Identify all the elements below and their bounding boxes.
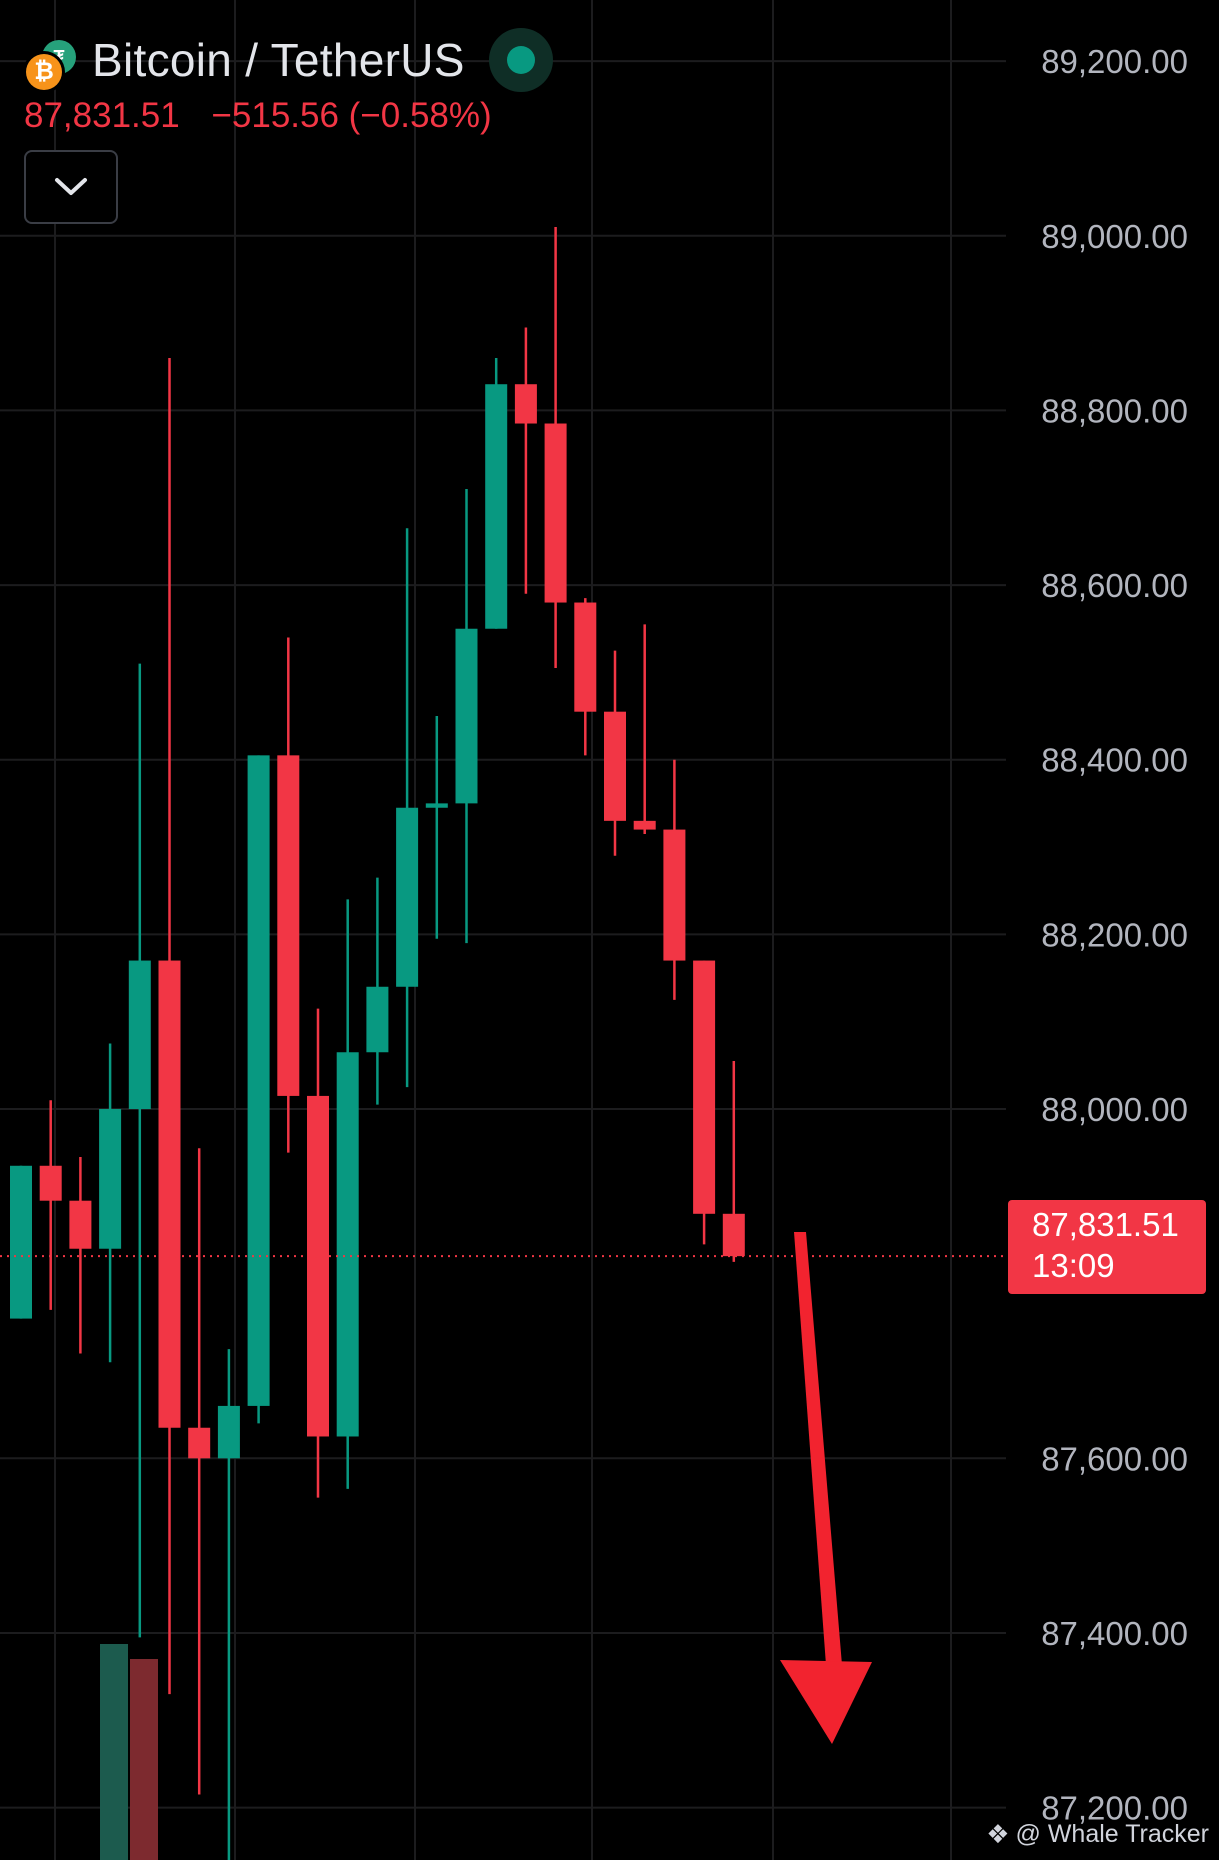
arrow-shaft <box>794 1232 842 1665</box>
candle <box>485 358 508 629</box>
chevron-down-icon <box>55 178 87 195</box>
candles <box>10 227 745 1860</box>
candle <box>574 598 597 756</box>
y-tick-label: 87,400.00 <box>1041 1615 1188 1652</box>
candle <box>99 1043 122 1363</box>
binance-logo-icon: ❖ <box>986 1819 1010 1849</box>
y-tick-label: 88,600.00 <box>1041 567 1188 604</box>
candle <box>247 755 270 1424</box>
trend-arrow-annotation <box>780 1232 872 1744</box>
candle-body <box>722 1213 745 1257</box>
candle-body <box>514 384 537 424</box>
candle <box>425 716 448 939</box>
candle-body <box>544 423 567 603</box>
candle <box>514 327 537 594</box>
candle <box>188 1148 211 1795</box>
symbol-title-row[interactable]: ₮ ₿ Bitcoin / TetherUS <box>24 26 553 94</box>
candle <box>604 650 626 856</box>
legend-collapse-button[interactable] <box>24 150 118 224</box>
candle <box>336 899 359 1489</box>
market-open-dot-icon <box>506 46 535 74</box>
candle-body <box>396 807 419 987</box>
candle <box>396 528 419 1088</box>
candle <box>10 1165 32 1319</box>
candle <box>455 489 478 944</box>
candle <box>722 1060 745 1262</box>
candle-body <box>10 1165 32 1319</box>
volume-bar <box>100 1644 128 1860</box>
chart-legend-header: ₮ ₿ Bitcoin / TetherUS 87,831.51 −515.56… <box>24 26 553 224</box>
candle <box>307 1008 329 1498</box>
candle <box>693 960 716 1245</box>
y-tick-label: 88,000.00 <box>1041 1091 1188 1128</box>
last-price: 87,831.51 <box>24 96 180 135</box>
current-price-tag-price: 87,831.51 <box>1032 1206 1179 1243</box>
y-tick-label: 88,400.00 <box>1041 742 1188 779</box>
candle-body <box>277 755 300 1096</box>
candle-body <box>128 960 151 1110</box>
pair-logo: ₮ ₿ <box>24 32 80 90</box>
y-tick-label: 87,600.00 <box>1041 1440 1188 1477</box>
y-tick-label: 88,200.00 <box>1041 916 1188 953</box>
volume-bar <box>130 1659 158 1860</box>
y-tick-label: 88,800.00 <box>1041 392 1188 429</box>
candle-body <box>574 602 597 712</box>
candle-body <box>663 829 686 961</box>
candle <box>128 663 151 1638</box>
candle-body <box>247 755 270 1406</box>
candle-body <box>633 820 656 830</box>
current-price-tag: 87,831.51 13:09 <box>1008 1200 1206 1294</box>
current-price-tag-bg <box>1008 1200 1206 1294</box>
arrow-head <box>780 1660 872 1744</box>
price-axis[interactable]: 89,200.00 89,000.00 88,800.00 88,600.00 88,4… <box>1041 43 1188 1826</box>
candle <box>277 637 300 1153</box>
candle-body <box>366 986 389 1053</box>
candle-body <box>425 803 448 808</box>
candle-body <box>69 1200 92 1249</box>
candle <box>69 1157 92 1354</box>
candle <box>544 227 567 669</box>
y-tick-label: 89,200.00 <box>1041 43 1188 80</box>
watermark-text: @ Whale Tracker <box>1015 1820 1209 1848</box>
current-price-tag-countdown: 13:09 <box>1032 1247 1115 1284</box>
candle-body <box>455 628 478 804</box>
market-status-indicator[interactable] <box>488 28 553 92</box>
y-tick-label: 87,200.00 <box>1041 1790 1188 1827</box>
candle-body <box>307 1095 329 1437</box>
candle <box>158 358 181 1695</box>
y-tick-label: 89,000.00 <box>1041 218 1188 255</box>
bitcoin-icon: ₿ <box>26 54 62 90</box>
watermark: ❖ @ Whale Tracker <box>986 1819 1209 1850</box>
candle-body <box>336 1052 359 1437</box>
candle-body <box>604 711 626 821</box>
candle-body <box>217 1405 240 1459</box>
candle <box>217 1349 240 1860</box>
price-change-row: 87,831.51 −515.56 (−0.58%) <box>24 96 553 136</box>
candle <box>663 759 686 1000</box>
candle-body <box>693 960 716 1214</box>
candle-body <box>99 1109 122 1249</box>
symbol-title[interactable]: Bitcoin / TetherUS <box>92 34 465 86</box>
candle-body <box>39 1165 62 1201</box>
candle-body <box>485 384 508 629</box>
volume-bars <box>100 1644 158 1860</box>
candle <box>39 1100 62 1310</box>
candle <box>366 877 389 1105</box>
candle-body <box>158 960 181 1428</box>
price-change: −515.56 (−0.58%) <box>211 96 492 135</box>
candle <box>633 624 656 834</box>
chart-grid <box>0 0 1006 1860</box>
candle-body <box>188 1427 211 1459</box>
